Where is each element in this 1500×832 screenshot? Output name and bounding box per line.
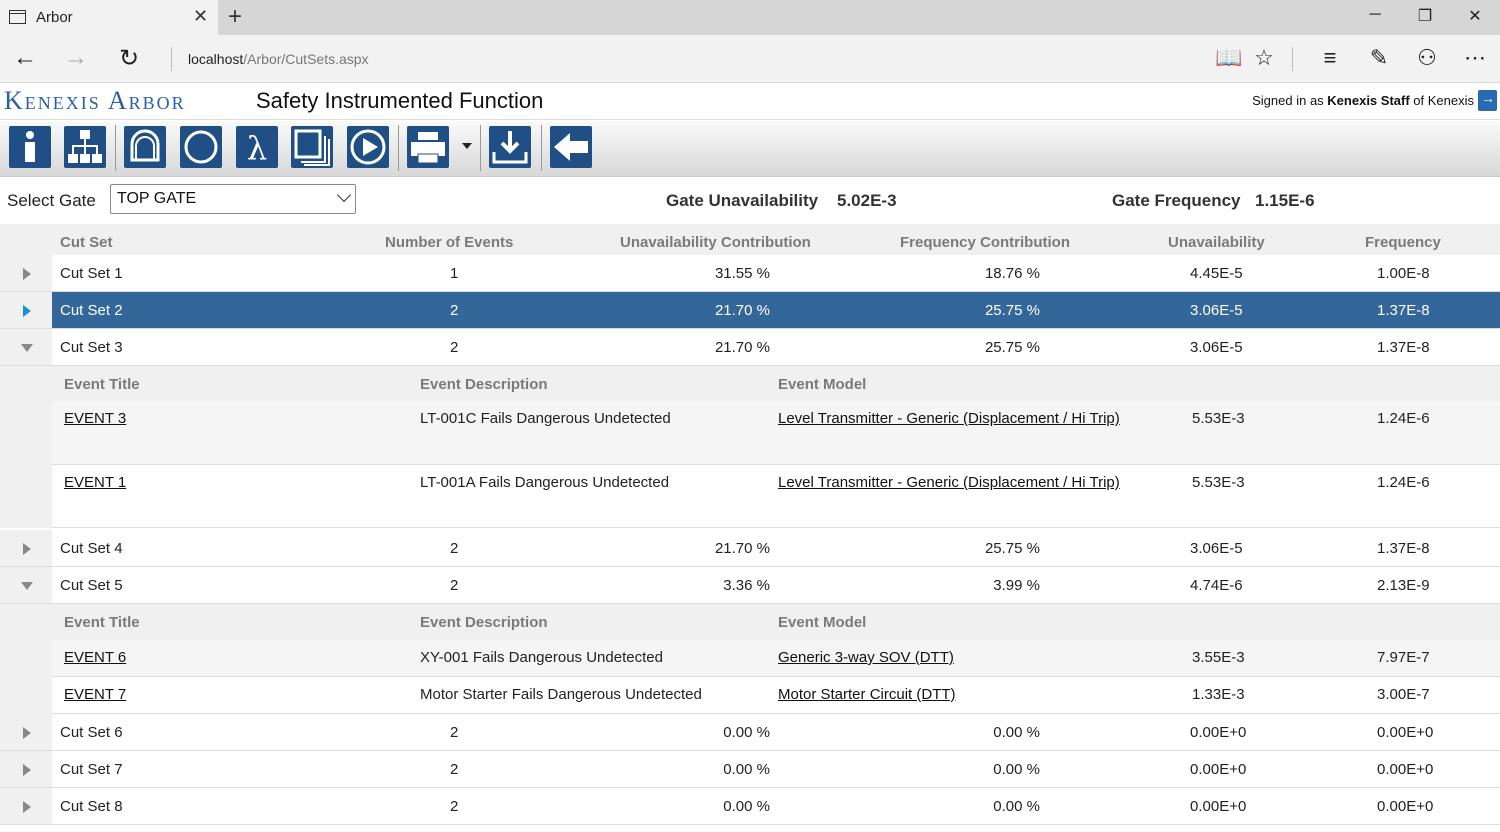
gate-unavailability-label: Gate Unavailability <box>666 191 819 210</box>
col-frequency[interactable]: Frequency <box>1365 234 1441 251</box>
browser-tab[interactable]: Arbor ✕ <box>0 0 218 35</box>
favorite-star-icon[interactable]: ☆ <box>1254 45 1274 70</box>
gate-bar: Select Gate TOP GATE Gate Unavailability… <box>0 178 1500 224</box>
table-row[interactable]: Cut Set 5 2 3.36 % 3.99 % 4.74E-6 2.13E-… <box>0 567 1500 604</box>
event-model-link[interactable]: Level Transmitter - Generic (Displacemen… <box>778 410 1120 427</box>
event-model-link[interactable]: Generic 3-way SOV (DTT) <box>778 649 954 666</box>
collapse-icon[interactable] <box>21 344 33 352</box>
signout-icon[interactable] <box>1478 90 1497 111</box>
cut-set-5-detail: Event Title Event Description Event Mode… <box>0 604 1500 714</box>
detail-header: Event Title Event Description Event Mode… <box>52 366 1500 401</box>
expand-icon[interactable] <box>23 727 31 739</box>
event-model-link[interactable]: Motor Starter Circuit (DTT) <box>778 686 956 703</box>
cut-sets-grid: Cut Set Number of Events Unavailability … <box>0 224 1500 832</box>
download-icon[interactable] <box>489 126 531 168</box>
web-note-icon[interactable]: ✎ <box>1369 45 1389 70</box>
forward-icon[interactable]: → <box>64 44 88 71</box>
close-tab-icon[interactable]: ✕ <box>193 6 209 26</box>
expand-icon[interactable] <box>23 543 31 555</box>
info-icon[interactable] <box>9 126 51 168</box>
address-bar: ← → ↻ localhost/Arbor/CutSets.aspx 📖 ☆ ≡… <box>0 35 1500 83</box>
hierarchy-icon[interactable] <box>64 126 106 168</box>
close-window-icon[interactable]: ✕ <box>1468 8 1482 25</box>
app-header: Kenexis Arbor Safety Instrumented Functi… <box>0 84 1500 120</box>
tab-title: Arbor <box>36 9 73 26</box>
play-icon[interactable] <box>347 126 389 168</box>
back-arrow-icon[interactable] <box>550 126 592 168</box>
expand-icon[interactable] <box>23 801 31 813</box>
col-number-of-events[interactable]: Number of Events <box>385 234 514 251</box>
event-title-link[interactable]: EVENT 3 <box>64 410 127 427</box>
toolbar: λ <box>0 121 1500 177</box>
print-icon[interactable] <box>407 126 449 168</box>
table-row[interactable]: Cut Set 1 1 31.55 % 18.76 % 4.45E-5 1.00… <box>0 255 1500 292</box>
share-icon[interactable]: ⚇ <box>1417 45 1437 70</box>
col-cut-set[interactable]: Cut Set <box>60 234 113 251</box>
table-row[interactable]: Cut Set 8 2 0.00 % 0.00 % 0.00E+0 0.00E+… <box>0 788 1500 825</box>
print-dropdown-icon[interactable] <box>462 143 472 149</box>
copy-icon[interactable] <box>291 126 333 168</box>
event-row[interactable]: EVENT 1 LT-001A Fails Dangerous Undetect… <box>52 465 1500 528</box>
collapse-icon[interactable] <box>21 582 33 590</box>
gate-unavailability-value: 5.02E-3 <box>837 191 897 210</box>
table-row-selected[interactable]: Cut Set 2 2 21.70 % 25.75 % 3.06E-5 1.37… <box>0 292 1500 329</box>
gate-select-value: TOP GATE <box>117 190 197 207</box>
table-row[interactable]: Cut Set 6 2 0.00 % 0.00 % 0.00E+0 0.00E+… <box>0 714 1500 751</box>
event-row[interactable]: EVENT 7 Motor Starter Fails Dangerous Un… <box>52 677 1500 714</box>
back-icon[interactable]: ← <box>13 44 37 71</box>
gate-frequency-label: Gate Frequency <box>1112 191 1241 210</box>
event-row[interactable]: EVENT 6 XY-001 Fails Dangerous Undetecte… <box>52 640 1500 677</box>
page-icon <box>9 10 26 24</box>
bell-icon[interactable] <box>124 126 166 168</box>
refresh-icon[interactable]: ↻ <box>118 45 140 72</box>
col-unavailability[interactable]: Unavailability <box>1168 234 1265 251</box>
reading-view-icon[interactable]: 📖 <box>1215 45 1243 70</box>
event-title-link[interactable]: EVENT 6 <box>64 649 127 666</box>
table-row[interactable]: Cut Set 7 2 0.00 % 0.00 % 0.00E+0 0.00E+… <box>0 751 1500 788</box>
more-icon[interactable]: ⋯ <box>1464 45 1486 70</box>
circle-icon[interactable] <box>180 126 222 168</box>
event-model-link[interactable]: Level Transmitter - Generic (Displacemen… <box>778 474 1120 491</box>
table-row[interactable]: Cut Set 3 2 21.70 % 25.75 % 3.06E-5 1.37… <box>0 329 1500 366</box>
event-title-link[interactable]: EVENT 7 <box>64 686 127 703</box>
page-title: Safety Instrumented Function <box>256 88 544 113</box>
svg-text:λ: λ <box>247 129 267 167</box>
event-title-link[interactable]: EVENT 1 <box>64 474 127 491</box>
gate-frequency-value: 1.15E-6 <box>1255 191 1315 210</box>
signin-status: Signed in as Kenexis Staff of Kenexis <box>1252 93 1474 108</box>
app-logo: Kenexis Arbor <box>4 86 186 115</box>
event-row[interactable]: EVENT 3 LT-001C Fails Dangerous Undetect… <box>52 401 1500 465</box>
new-tab-icon[interactable]: + <box>228 3 243 30</box>
detail-header: Event Title Event Description Event Mode… <box>52 604 1500 640</box>
restore-icon[interactable]: ❐ <box>1417 8 1433 25</box>
col-unavailability-contribution[interactable]: Unavailability Contribution <box>620 234 811 251</box>
select-gate-label: Select Gate <box>7 191 96 210</box>
gate-select[interactable]: TOP GATE <box>110 184 356 214</box>
browser-tab-bar: Arbor ✕ + ─ ❐ ✕ <box>0 0 1500 35</box>
expand-icon[interactable] <box>23 268 31 280</box>
hub-icon[interactable]: ≡ <box>1323 45 1337 70</box>
lambda-icon[interactable]: λ <box>236 126 278 168</box>
url-field[interactable]: localhost/Arbor/CutSets.aspx <box>188 51 369 67</box>
minimize-icon[interactable]: ─ <box>1369 6 1381 23</box>
chevron-down-icon <box>336 187 352 203</box>
cut-set-3-detail: Event Title Event Description Event Mode… <box>0 366 1500 528</box>
expand-icon[interactable] <box>23 305 31 317</box>
grid-header: Cut Set Number of Events Unavailability … <box>0 224 1500 261</box>
col-frequency-contribution[interactable]: Frequency Contribution <box>900 234 1070 251</box>
table-row[interactable]: Cut Set 4 2 21.70 % 25.75 % 3.06E-5 1.37… <box>0 530 1500 567</box>
expand-icon[interactable] <box>23 764 31 776</box>
